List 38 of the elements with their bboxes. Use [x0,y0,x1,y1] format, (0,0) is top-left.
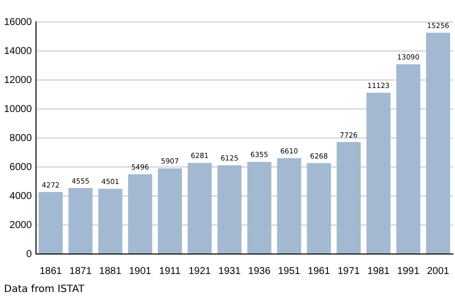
bar [68,188,93,254]
x-tick-label: 1991 [397,266,420,277]
x-tick-label: 2001 [426,266,450,277]
x-tick-label: 1911 [159,266,182,277]
y-tick-label: 6000 [10,162,32,173]
x-tick-label: 1861 [40,266,62,277]
y-tick-label: 4000 [10,190,32,202]
x-tick-label: 1951 [278,266,301,277]
x-tick-label: 1931 [218,266,242,277]
x-tick-label: 1921 [188,266,212,277]
bar [306,163,331,254]
bar [158,168,182,254]
bar [366,92,391,254]
x-tick-label: 1961 [308,266,330,277]
bar [38,192,63,254]
x-tick-label: 1981 [367,266,390,277]
text: Data from ISTAT [4,284,84,295]
y-tick-label: 10000 [4,104,32,115]
bar [277,158,302,254]
x-tick-label: 1871 [69,266,92,277]
x-tick-label: 1881 [99,266,122,277]
y-tick-label: 12000 [4,74,32,86]
bar [188,162,212,254]
y-tick-label: 2000 [10,220,32,231]
x-tick-label: 1971 [338,266,360,277]
bar [336,142,361,254]
y-tick-label: 14000 [4,46,32,57]
bar [98,188,122,254]
bar [396,64,420,254]
x-tick-label: 1936 [248,266,271,277]
y-tick-label: 8000 [10,132,32,144]
bar [217,165,242,254]
bar [247,162,272,254]
y-tick-label: 0 [26,248,32,260]
y-tick-label: 16000 [4,16,32,28]
bar [426,32,450,254]
x-tick-label: 1901 [128,266,152,277]
bar [128,174,152,254]
